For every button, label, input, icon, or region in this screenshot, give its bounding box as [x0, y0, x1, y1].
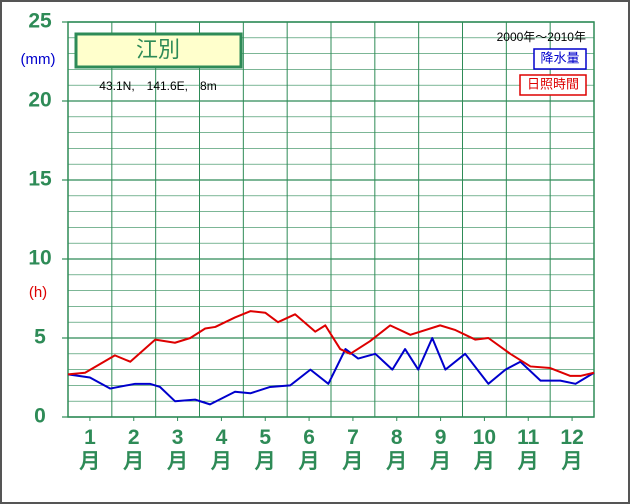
legend-box	[533, 48, 587, 70]
title-box	[74, 32, 243, 69]
y-tick-label: 10	[28, 247, 51, 270]
lines	[67, 310, 595, 406]
grid	[62, 21, 595, 421]
x-tick-label: 12 月	[560, 426, 583, 473]
y-tick-label: 15	[28, 168, 52, 191]
series-line	[67, 310, 595, 377]
y-tick-label: 20	[28, 89, 51, 112]
legend-label: 降水量	[540, 50, 579, 65]
y-tick-label: 25	[28, 10, 52, 33]
period: 2000年～2010年	[497, 30, 586, 44]
x-tick-label: 11 月	[517, 426, 540, 473]
y2-label: (h)	[29, 284, 47, 301]
y-tick-label: 0	[34, 405, 46, 428]
y-label: (mm)	[21, 51, 56, 68]
legend-box	[519, 74, 587, 96]
y-tick-label: 5	[34, 326, 46, 349]
series-line	[67, 337, 595, 406]
x-tick-label: 10 月	[473, 426, 496, 473]
subtitle: 43.1N, 141.6E, 8m	[99, 79, 216, 93]
legend-label: 日照時間	[527, 76, 579, 91]
chart-title: 江別	[136, 37, 180, 62]
